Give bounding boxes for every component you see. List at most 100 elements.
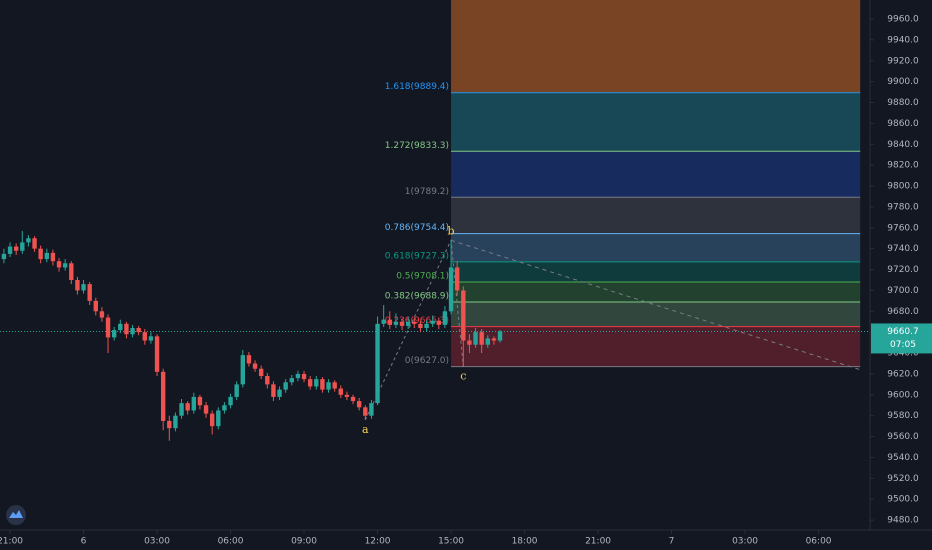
candle-body	[491, 338, 497, 341]
candle-body	[50, 252, 56, 262]
y-tick-label: 9840.0	[887, 140, 919, 150]
y-tick-label: 9680.0	[887, 307, 919, 317]
y-tick-label: 9620.0	[887, 369, 919, 379]
candle-body	[179, 403, 184, 416]
x-tick-label: 7	[669, 537, 675, 547]
candle-body	[387, 319, 392, 325]
candle-body	[393, 321, 399, 325]
fib-level-label: 0.786(9754.4)	[385, 223, 449, 233]
candle-body	[222, 405, 227, 411]
x-tick-label: 6	[81, 537, 87, 547]
fib-level-label: 0.618(9727.3)	[385, 251, 449, 261]
y-tick-label: 9520.0	[887, 474, 919, 484]
candle-body	[332, 382, 337, 389]
candle-body	[160, 371, 166, 421]
candle-body	[20, 242, 25, 251]
fib-zone	[451, 0, 861, 93]
candle-body	[75, 279, 80, 291]
candle-body	[148, 336, 154, 341]
y-tick-label: 9780.0	[887, 202, 919, 212]
candle-body	[99, 311, 105, 318]
candle-body	[424, 323, 429, 329]
y-tick-label: 9600.0	[887, 390, 919, 400]
y-tick-label: 9760.0	[887, 223, 919, 233]
candle-body	[167, 420, 172, 429]
x-tick-label: 06:00	[806, 537, 832, 547]
candle-body	[252, 363, 258, 369]
candle-body	[265, 376, 270, 385]
candle-body	[13, 246, 19, 251]
pattern-label: b	[448, 224, 455, 237]
candle-body	[350, 396, 356, 402]
candle-body	[338, 388, 343, 395]
y-tick-label: 9640.0	[887, 349, 919, 359]
candle-body	[295, 373, 301, 379]
candle-body	[26, 238, 31, 243]
fib-zone	[451, 151, 861, 198]
candle-body	[326, 382, 331, 390]
candle-body	[454, 267, 460, 291]
fib-zone	[451, 92, 861, 152]
candle-body	[307, 379, 313, 387]
pattern-label: a	[362, 423, 369, 436]
fib-zone	[451, 261, 861, 282]
fib-zone	[451, 302, 861, 327]
candle-body	[246, 355, 252, 364]
candle-body	[62, 263, 68, 268]
candle-body	[7, 246, 13, 254]
y-tick-label: 9560.0	[887, 432, 919, 442]
candle-body	[185, 403, 190, 411]
candle-body	[283, 382, 288, 390]
fib-zone	[451, 233, 861, 262]
x-tick-label: 21:00	[585, 537, 611, 547]
y-tick-label: 9720.0	[887, 265, 919, 275]
candle-body	[197, 396, 203, 406]
candle-body	[381, 319, 386, 324]
candle-body	[436, 320, 441, 325]
fib-level-label: 1.272(9833.3)	[385, 141, 449, 151]
fib-level-label: 0.5(9708.1)	[396, 271, 449, 281]
y-tick-label: 9700.0	[887, 286, 919, 296]
y-tick-label: 9480.0	[887, 516, 919, 526]
fib-zone-top	[451, 0, 861, 93]
candle-body	[191, 396, 196, 411]
candle-body	[209, 413, 215, 427]
logo[interactable]	[6, 505, 26, 525]
candle-body	[363, 407, 368, 416]
candle-body	[418, 323, 423, 329]
candle-body	[216, 410, 221, 427]
y-tick-label: 9940.0	[887, 35, 919, 45]
fib-level-label: 1(9789.2)	[405, 187, 449, 197]
candle-body	[136, 328, 141, 333]
candle-body	[81, 284, 86, 291]
candle-body	[412, 321, 417, 324]
fib-zone	[451, 281, 861, 303]
candle-body	[118, 323, 123, 331]
countdown-label: 07:05	[890, 340, 916, 350]
x-tick-label: 06:00	[218, 537, 244, 547]
y-tick-label: 9860.0	[887, 119, 919, 129]
logo-mark[interactable]	[9, 510, 23, 518]
candle-body	[173, 415, 178, 429]
candle-body	[430, 320, 435, 324]
plot-area: 0(9627.0) 0.236(9665.3) 0.382(9688.9) 0.5(9…	[0, 0, 870, 441]
candle-body	[277, 389, 282, 397]
fib-level-label: 0(9627.0)	[405, 356, 449, 366]
candle-body	[93, 300, 98, 312]
candle-body	[301, 373, 307, 380]
x-tick-label: 21:00	[0, 537, 23, 547]
candle-body	[203, 405, 209, 414]
candle-body	[320, 379, 325, 390]
candle-body	[32, 238, 37, 249]
pattern-label: c	[460, 370, 466, 383]
candle-body	[69, 263, 74, 280]
y-tick-label: 9540.0	[887, 453, 919, 463]
candle-body	[473, 332, 478, 345]
y-tick-label: 9900.0	[887, 77, 919, 87]
candle-body	[44, 252, 49, 260]
candle-body	[314, 379, 319, 387]
candle-body	[375, 323, 380, 404]
x-tick-label: 12:00	[365, 537, 391, 547]
candle-body	[344, 394, 350, 397]
